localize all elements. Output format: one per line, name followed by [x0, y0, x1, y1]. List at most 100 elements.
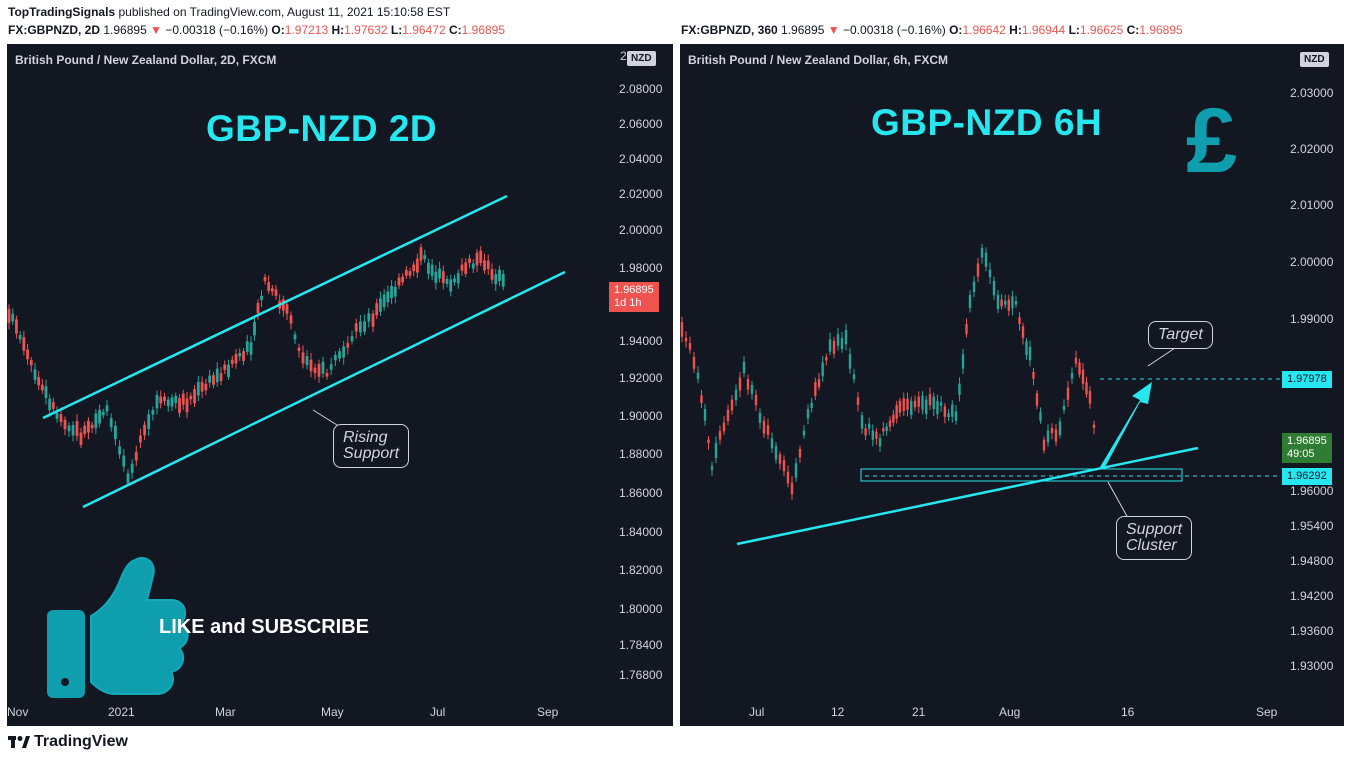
left-low: 1.96472	[402, 23, 446, 37]
y-tick-label: 1.93600	[1290, 624, 1334, 638]
support-trendline	[736, 446, 1199, 546]
right-chart-canvas[interactable]: £	[680, 44, 1344, 726]
support-cluster-callout: Support Cluster	[1116, 516, 1193, 560]
target-callout: Target	[1148, 321, 1213, 349]
right-big-title: GBP-NZD 6H	[871, 102, 1103, 143]
x-tick-label: 2021	[108, 705, 135, 719]
x-tick-label: Sep	[537, 705, 559, 719]
x-tick-label: 21	[912, 705, 926, 719]
right-close-label: C:	[1126, 23, 1140, 37]
y-tick-label: 1.82000	[619, 563, 663, 577]
x-tick-label: May	[321, 705, 344, 719]
y-tick-label: 1.96000	[1290, 484, 1334, 498]
rising-support-callout: Rising Support	[333, 424, 410, 468]
y-tick-label: 2.02000	[1290, 142, 1334, 156]
current-price-timer: 49:05	[1287, 448, 1315, 460]
right-panel-title: British Pound / New Zealand Dollar, 6h, …	[688, 53, 949, 67]
support-callout-line-1: Support	[1126, 521, 1183, 538]
right-high: 1.96944	[1021, 23, 1066, 37]
callout-line-2: Support	[343, 445, 400, 462]
y-tick-label: 2.06000	[619, 117, 663, 131]
y-tick-label: 1.78400	[619, 638, 663, 652]
left-price-tag: 1.96895 1d 1h	[609, 282, 659, 312]
currency-badge[interactable]: NZD	[627, 51, 656, 66]
target-price-tag: 1.97978	[1282, 371, 1332, 388]
channel-upper-line	[42, 194, 508, 420]
left-close-label: C:	[448, 23, 462, 37]
left-panel-title: British Pound / New Zealand Dollar, 2D, …	[15, 53, 277, 67]
y-tick-partial: 2	[620, 49, 627, 63]
left-ohlc-legend: FX:GBPNZD, 2D 1.96895 ▼ −0.00318 (−0.16%…	[8, 23, 505, 37]
y-tick-label: 1.80000	[619, 602, 663, 616]
x-tick-label: Mar	[215, 705, 236, 719]
x-tick-label: Jul	[430, 705, 446, 719]
y-tick-label: 1.99000	[1290, 312, 1334, 326]
currency-badge[interactable]: NZD	[1300, 52, 1329, 67]
tradingview-logo-icon	[8, 736, 30, 748]
right-symbol[interactable]: FX:GBPNZD, 360	[681, 23, 778, 37]
right-open-label: O:	[949, 23, 963, 37]
y-tick-label: 1.98000	[619, 261, 663, 275]
y-tick-label: 2.00000	[1290, 255, 1334, 269]
right-chart-panel[interactable]: £ British Pound / New Zealand Dollar, 6h…	[680, 44, 1344, 726]
y-tick-label: 1.86000	[619, 486, 663, 500]
right-low-label: L:	[1068, 23, 1080, 37]
x-tick-label: Sep	[1256, 705, 1278, 719]
support-price-tag: 1.96292	[1282, 468, 1332, 485]
published-text: published on TradingView.com, August 11,…	[118, 5, 451, 19]
publish-info: TopTradingSignals published on TradingVi…	[8, 5, 450, 19]
x-tick-label: Nov	[7, 705, 29, 719]
left-big-title: GBP-NZD 2D	[206, 108, 438, 149]
left-open-label: O:	[271, 23, 285, 37]
left-open: 1.97213	[284, 23, 329, 37]
y-tick-label: 1.94000	[619, 334, 663, 348]
left-low-label: L:	[390, 23, 403, 37]
y-tick-label: 1.88000	[619, 447, 663, 461]
thumbs-up-icon	[47, 557, 189, 698]
left-change: −0.00318 (−0.16%)	[165, 23, 269, 37]
left-last-price: 1.96895	[103, 23, 147, 37]
target-callout-connector	[1147, 345, 1179, 367]
left-price-tag-value: 1.96895	[614, 284, 654, 296]
right-close: 1.96895	[1139, 23, 1183, 37]
left-high-label: H:	[331, 23, 345, 37]
x-tick-label: 16	[1121, 705, 1135, 719]
y-tick-label: 1.90000	[619, 409, 663, 423]
right-open: 1.96642	[962, 23, 1006, 37]
down-arrow-icon: ▼	[150, 23, 162, 37]
y-tick-label: 1.95400	[1290, 519, 1334, 533]
target-callout-text: Target	[1158, 326, 1203, 343]
y-tick-label: 1.92000	[619, 371, 663, 385]
support-cluster-box	[860, 468, 1183, 482]
x-tick-label: Aug	[999, 705, 1021, 719]
left-chart-canvas[interactable]	[7, 44, 673, 726]
support-callout-connector	[1107, 481, 1129, 519]
tradingview-logo[interactable]: TradingView	[8, 733, 128, 751]
target-arrow	[1100, 382, 1152, 469]
support-callout-line-2: Cluster	[1126, 537, 1177, 554]
x-tick-label: Jul	[749, 705, 765, 719]
left-price-tag-timer: 1d 1h	[614, 297, 642, 309]
y-tick-label: 2.03000	[1290, 86, 1334, 100]
channel-lower-line	[82, 270, 566, 509]
left-high: 1.97632	[344, 23, 388, 37]
x-tick-label: 12	[831, 705, 845, 719]
y-tick-label: 1.76800	[619, 668, 663, 682]
right-last-price: 1.96895	[781, 23, 825, 37]
y-tick-label: 2.00000	[619, 223, 663, 237]
left-symbol[interactable]: FX:GBPNZD, 2D	[8, 23, 101, 37]
y-tick-label: 1.84000	[619, 525, 663, 539]
y-tick-label: 2.01000	[1290, 198, 1334, 212]
y-tick-label: 2.04000	[619, 152, 663, 166]
left-close: 1.96895	[461, 23, 506, 37]
current-price-value: 1.96895	[1287, 435, 1327, 447]
author-name[interactable]: TopTradingSignals	[8, 5, 116, 19]
current-price-tag: 1.96895 49:05	[1282, 433, 1332, 463]
right-low: 1.96625	[1079, 23, 1124, 37]
callout-line-1: Rising	[343, 429, 388, 446]
tradingview-brand-text: TradingView	[34, 733, 128, 750]
right-ohlc-legend: FX:GBPNZD, 360 1.96895 ▼ −0.00318 (−0.16…	[681, 23, 1183, 37]
y-tick-label: 2.08000	[619, 82, 663, 96]
y-tick-label: 2.02000	[619, 187, 663, 201]
left-chart-panel[interactable]: British Pound / New Zealand Dollar, 2D, …	[7, 44, 673, 726]
